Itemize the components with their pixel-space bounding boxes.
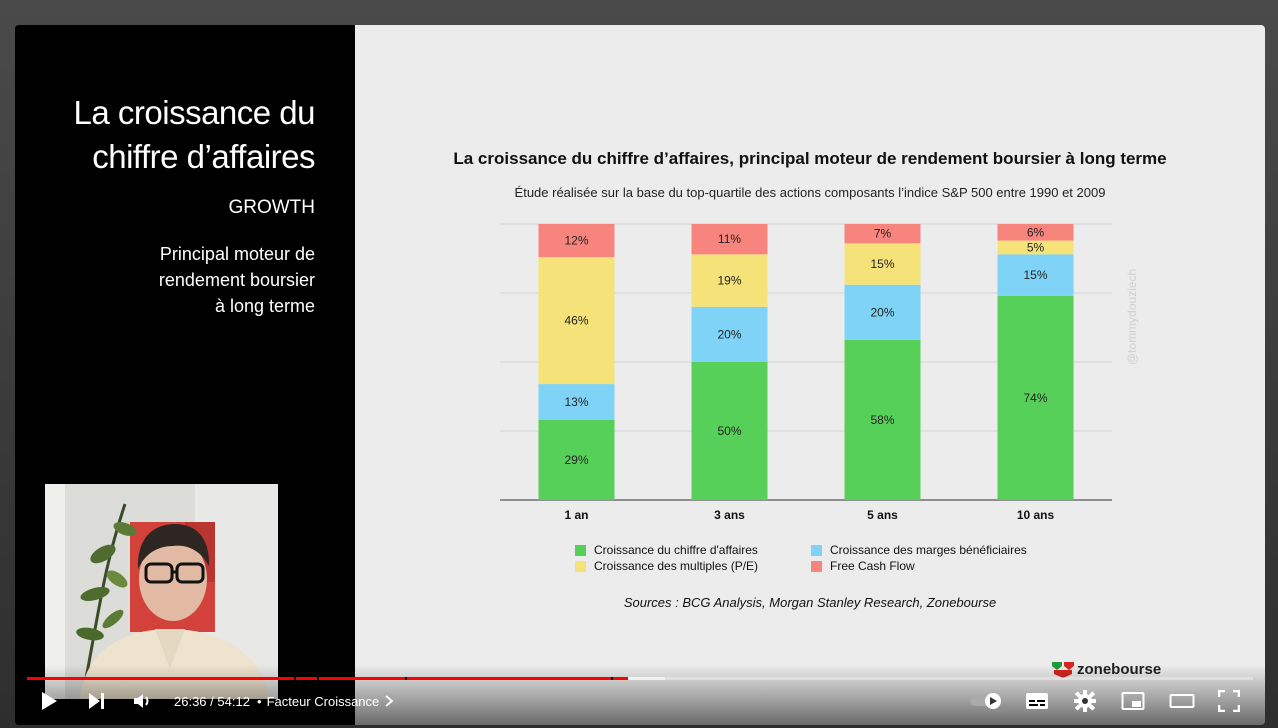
legend-swatch-revenue <box>575 544 586 556</box>
volume-button[interactable] <box>133 687 153 715</box>
bar-segment <box>538 419 615 500</box>
duration: 54:12 <box>217 693 250 709</box>
x-tick-label: 3 ans <box>714 508 745 522</box>
bar-value-label: 13% <box>564 395 588 409</box>
subtitles-button[interactable] <box>1025 687 1049 715</box>
chart-title: La croissance du chiffre d’affaires, pri… <box>453 149 1167 168</box>
chapter-title: Facteur Croissance <box>266 693 380 709</box>
legend-item-fcf: Free Cash Flow <box>811 559 915 573</box>
left-desc-line1: Principal moteur de <box>159 244 315 264</box>
bar-value-label: 74% <box>1023 391 1047 405</box>
left-title-line1: La croissance du <box>73 94 316 131</box>
bar-value-label: 15% <box>870 257 894 271</box>
bar-segment <box>997 295 1074 500</box>
legend-label-margins: Croissance des marges bénéficiaires <box>830 543 1027 557</box>
x-tick-label: 5 ans <box>867 508 898 522</box>
miniplayer-icon <box>1121 692 1145 710</box>
progress-bar[interactable] <box>27 677 1253 680</box>
bar-value-label: 19% <box>717 274 741 288</box>
chapter-marker <box>317 677 319 680</box>
chart-sources: Sources : BCG Analysis, Morgan Stanley R… <box>623 595 997 610</box>
bar-segment <box>538 224 615 258</box>
settings-icon <box>1074 690 1096 712</box>
player-controls-gradient <box>15 665 1265 725</box>
theater-mode-button[interactable] <box>1169 687 1195 715</box>
bar-value-label: 20% <box>717 327 741 341</box>
left-title-line2: chiffre d’affaires <box>92 138 315 175</box>
bar-segment <box>844 224 921 244</box>
legend-label-fcf: Free Cash Flow <box>830 559 915 573</box>
bar-segment <box>538 257 615 385</box>
video-player[interactable]: La croissance du chiffre d’affaires GROW… <box>15 25 1265 725</box>
bar-segment <box>997 224 1074 241</box>
legend-swatch-multiples <box>575 560 586 572</box>
legend-label-multiples: Croissance des multiples (P/E) <box>594 559 759 573</box>
bar-value-label: 20% <box>870 305 894 319</box>
legend-item-multiples: Croissance des multiples (P/E) <box>575 559 758 573</box>
slide-left-panel: La croissance du chiffre d’affaires GROW… <box>15 25 355 725</box>
chart-subtitle: Étude réalisée sur la base du top-quarti… <box>514 185 1106 200</box>
bar-segment <box>997 254 1074 296</box>
x-tick-label: 10 ans <box>1017 508 1055 522</box>
theater-icon <box>1169 694 1195 708</box>
fullscreen-icon <box>1218 690 1240 712</box>
bar-segment <box>691 306 768 362</box>
x-tick-label: 1 an <box>564 508 588 522</box>
left-desc-line2: rendement boursier <box>158 270 315 290</box>
watermark: @tommydouziech <box>1125 268 1139 365</box>
progress-played <box>27 677 628 680</box>
bar-segment <box>691 362 768 500</box>
autoplay-toggle[interactable] <box>969 687 1005 715</box>
legend-swatch-fcf <box>811 560 822 572</box>
stacked-bar-chart: 29% 13% 46% 12% 1 an 50% 20% 19% 11% 3 ans 58% 20% 1… <box>500 223 1112 522</box>
bar-value-label: 5% <box>1027 240 1045 254</box>
autoplay-toggle-icon <box>970 693 1001 709</box>
bar-value-label: 7% <box>874 227 892 241</box>
play-button[interactable] <box>39 687 59 715</box>
presentation-slide: La croissance du chiffre d’affaires, pri… <box>355 25 1265 725</box>
bar-segment <box>691 254 768 307</box>
bar-segment <box>691 224 768 255</box>
left-panel-subtitle: GROWTH <box>228 197 315 218</box>
chapter-marker <box>405 677 407 680</box>
next-icon <box>89 693 104 709</box>
settings-button[interactable] <box>1074 687 1096 715</box>
bar-segment <box>844 339 921 500</box>
legend-label-revenue: Croissance du chiffre d'affaires <box>594 543 758 557</box>
bar-value-label: 46% <box>564 314 588 328</box>
chapter-marker <box>294 677 296 680</box>
left-panel-title: La croissance du chiffre d’affaires <box>15 91 316 179</box>
legend-item-margins: Croissance des marges bénéficiaires <box>811 543 1027 557</box>
bar-value-label: 12% <box>564 234 588 248</box>
bar-value-label: 29% <box>564 453 588 467</box>
bar-value-label: 6% <box>1027 225 1045 239</box>
miniplayer-button[interactable] <box>1121 687 1145 715</box>
left-desc-line3: à long terme <box>214 296 315 316</box>
legend-swatch-margins <box>811 544 822 556</box>
volume-icon <box>134 694 149 708</box>
bar-value-label: 11% <box>718 232 741 246</box>
current-time: 26:36 <box>174 693 207 709</box>
bar-segment <box>538 384 615 420</box>
chapter-dot: • <box>257 693 262 709</box>
bar-segment <box>997 240 1074 255</box>
legend-item-revenue: Croissance du chiffre d'affaires <box>575 543 758 557</box>
left-panel-description: Principal moteur de rendement boursier à… <box>55 241 315 319</box>
bar-segment <box>844 284 921 340</box>
chapter-button[interactable]: • Facteur Croissance <box>257 687 395 715</box>
time-separator: / <box>206 693 218 709</box>
chevron-right-icon <box>385 695 394 707</box>
next-button[interactable] <box>87 687 107 715</box>
bar-value-label: 15% <box>1023 268 1047 282</box>
chapter-marker <box>611 677 613 680</box>
time-display: 26:36 / 54:12 <box>174 687 250 715</box>
bar-segment <box>844 243 921 285</box>
fullscreen-button[interactable] <box>1218 687 1240 715</box>
subtitles-icon <box>1026 693 1048 709</box>
bar-value-label: 58% <box>870 413 894 427</box>
bar-value-label: 50% <box>717 424 741 438</box>
play-icon <box>42 692 57 710</box>
